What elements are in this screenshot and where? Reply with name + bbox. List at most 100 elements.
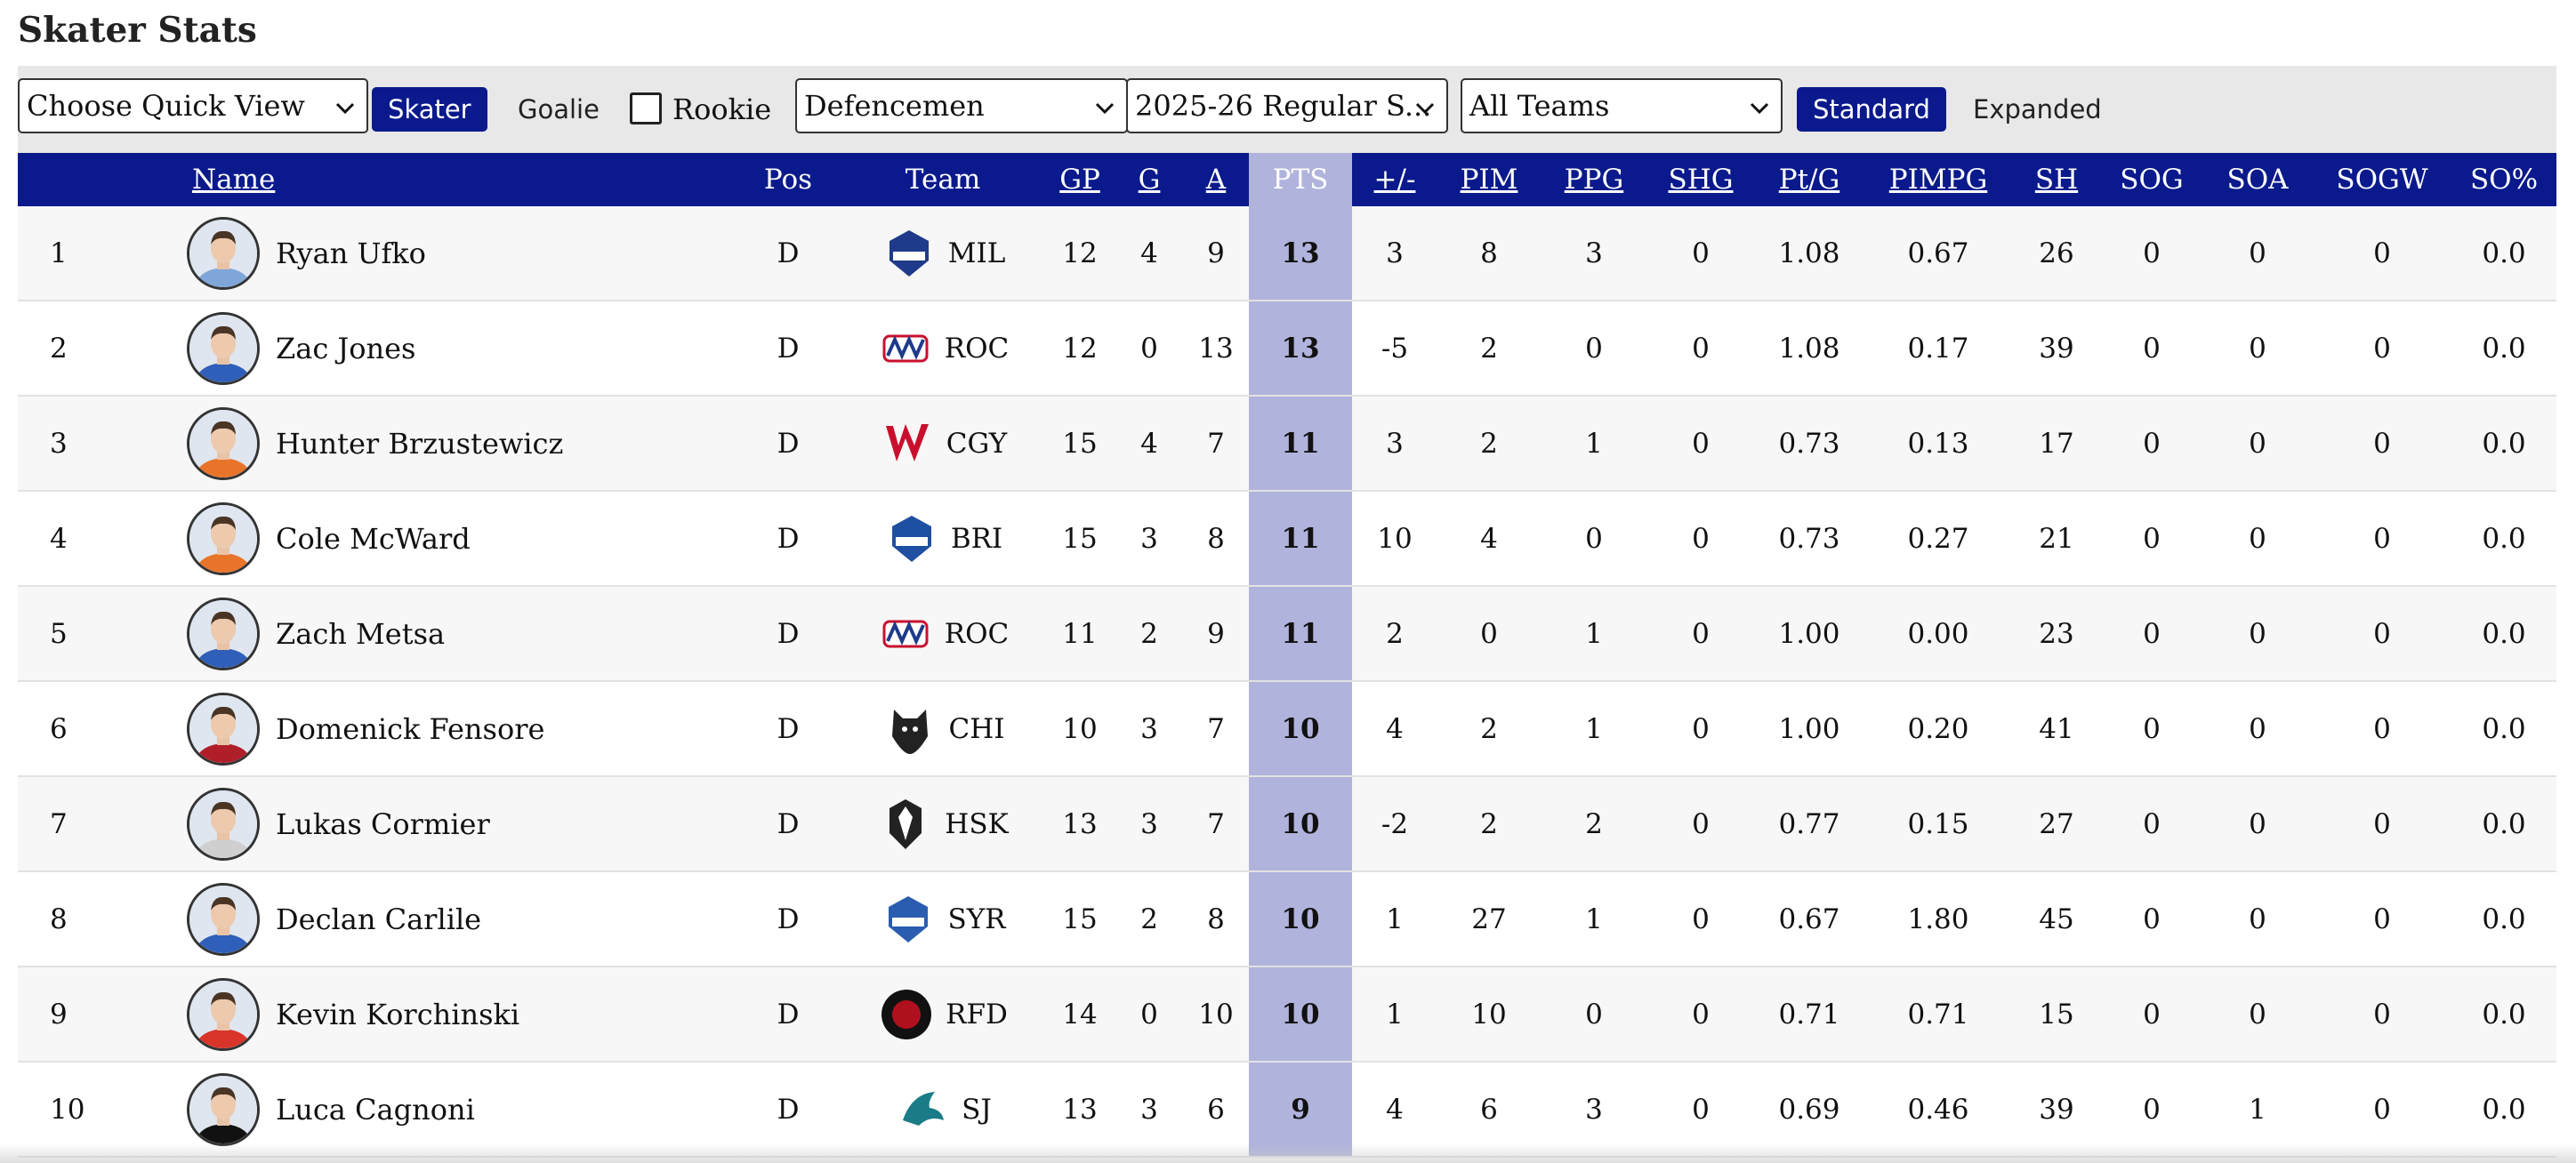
sog-cell: 0 xyxy=(2101,301,2202,397)
so-pct-cell: 0.0 xyxy=(2451,966,2556,1063)
team-cell: BRI xyxy=(841,491,1044,587)
name-cell[interactable]: Lukas Cormier xyxy=(187,776,735,872)
table-row: 2 Zac Jones D ROC 12 0 13 13 -5 2 0 0 1.08 0.17 39 0 0 0 0… xyxy=(18,301,2556,397)
gp-cell: 11 xyxy=(1044,586,1115,682)
team-cell: SJ xyxy=(841,1062,1044,1158)
position-select[interactable]: Defencemen xyxy=(795,78,1128,133)
name-cell[interactable]: Zac Jones xyxy=(187,301,735,397)
shg-cell: 0 xyxy=(1647,1062,1754,1158)
teams-select[interactable]: All Teams xyxy=(1461,78,1783,133)
soa-cell: 0 xyxy=(2202,491,2313,587)
col-pimpg-header[interactable]: PIMPG xyxy=(1864,153,2012,206)
player-name-link[interactable]: Zac Jones xyxy=(276,331,416,365)
name-cell[interactable]: Ryan Ufko xyxy=(187,206,735,301)
standard-view-button[interactable]: Standard xyxy=(1797,87,1946,132)
col-ptg-header[interactable]: Pt/G xyxy=(1754,153,1864,206)
name-cell[interactable]: Luca Cagnoni xyxy=(187,1062,735,1158)
assists-cell: 7 xyxy=(1183,681,1249,777)
so-pct-cell: 0.0 xyxy=(2451,206,2556,301)
name-cell[interactable]: Hunter Brzustewicz xyxy=(187,396,735,492)
table-header-row: Name Pos Team GP G A PTS +/- PIM PPG SHG… xyxy=(18,153,2556,206)
sog-cell: 0 xyxy=(2101,871,2202,967)
col-ppg-header[interactable]: PPG xyxy=(1541,153,1647,206)
ppg-cell: 2 xyxy=(1541,776,1647,872)
col-pts-header[interactable]: PTS xyxy=(1249,153,1352,206)
player-name-link[interactable]: Kevin Korchinski xyxy=(276,997,520,1031)
rank-cell: 8 xyxy=(18,871,187,967)
pim-per-game-cell: 0.00 xyxy=(1864,586,2012,682)
name-cell[interactable]: Declan Carlile xyxy=(187,871,735,967)
sogw-cell: 0 xyxy=(2313,966,2451,1063)
col-name-header[interactable]: Name xyxy=(187,153,735,206)
player-name-link[interactable]: Lukas Cormier xyxy=(276,806,490,841)
plus-minus-cell: 4 xyxy=(1352,1062,1437,1158)
team-abbr: SJ xyxy=(962,1093,992,1126)
points-per-game-cell: 1.00 xyxy=(1754,681,1864,777)
skater-toggle-button[interactable]: Skater xyxy=(372,87,487,132)
team-abbr: CHI xyxy=(948,712,1005,745)
col-gp-header[interactable]: GP xyxy=(1044,153,1115,206)
pos-cell: D xyxy=(735,776,841,872)
rank-cell: 10 xyxy=(18,1062,187,1158)
pos-cell: D xyxy=(735,871,841,967)
rookie-label: Rookie xyxy=(672,92,772,126)
col-pim-header[interactable]: PIM xyxy=(1437,153,1541,206)
col-sog-header: SOG xyxy=(2101,153,2202,206)
player-name-link[interactable]: Luca Cagnoni xyxy=(276,1092,475,1127)
goals-cell: 3 xyxy=(1115,1062,1183,1158)
goals-cell: 3 xyxy=(1115,776,1183,872)
table-row: 1 Ryan Ufko D MIL 12 4 9 13 3 8 3 0 1.08 0.67 26 0 0 0 0.0 xyxy=(18,206,2556,301)
gp-cell: 12 xyxy=(1044,206,1115,301)
name-cell[interactable]: Kevin Korchinski xyxy=(187,966,735,1063)
col-sogw-header: SOGW xyxy=(2313,153,2451,206)
player-avatar xyxy=(187,692,260,766)
pim-per-game-cell: 0.46 xyxy=(1864,1062,2012,1158)
team-abbr: BRI xyxy=(950,522,1003,555)
player-avatar xyxy=(187,977,260,1051)
player-name-link[interactable]: Hunter Brzustewicz xyxy=(276,426,564,461)
rank-cell: 2 xyxy=(18,301,187,397)
pim-per-game-cell: 0.15 xyxy=(1864,776,2012,872)
expanded-view-button[interactable]: Expanded xyxy=(1973,94,2102,124)
season-select[interactable]: 2025-26 Regular S... xyxy=(1126,78,1448,133)
goalie-toggle-button[interactable]: Goalie xyxy=(518,94,600,124)
player-name-link[interactable]: Zach Metsa xyxy=(276,616,446,651)
pim-cell: 27 xyxy=(1437,871,1541,967)
shg-cell: 0 xyxy=(1647,871,1754,967)
goals-cell: 2 xyxy=(1115,586,1183,682)
team-logo-icon xyxy=(877,606,934,662)
name-cell[interactable]: Cole McWard xyxy=(187,491,735,587)
col-g-header[interactable]: G xyxy=(1115,153,1183,206)
player-name-link[interactable]: Ryan Ufko xyxy=(276,236,426,270)
shg-cell: 0 xyxy=(1647,966,1754,1063)
name-cell[interactable]: Domenick Fensore xyxy=(187,681,735,777)
shots-cell: 15 xyxy=(2012,966,2101,1063)
points-per-game-cell: 0.67 xyxy=(1754,871,1864,967)
player-avatar xyxy=(187,216,260,290)
soa-cell: 0 xyxy=(2202,301,2313,397)
col-sh-header[interactable]: SH xyxy=(2012,153,2101,206)
player-name-link[interactable]: Cole McWard xyxy=(276,521,471,556)
name-cell[interactable]: Zach Metsa xyxy=(187,586,735,682)
chevron-down-icon xyxy=(1095,102,1115,115)
table-row: 7 Lukas Cormier D HSK 13 3 7 10 -2 2 2 0 0.77 0.15 27 0… xyxy=(18,776,2556,872)
goals-cell: 0 xyxy=(1115,301,1183,397)
ppg-cell: 1 xyxy=(1541,586,1647,682)
col-a-header[interactable]: A xyxy=(1183,153,1249,206)
col-plusminus-header[interactable]: +/- xyxy=(1352,153,1437,206)
rookie-checkbox[interactable] xyxy=(630,92,662,124)
gp-cell: 15 xyxy=(1044,396,1115,492)
quick-view-select[interactable]: Choose Quick View xyxy=(18,78,368,133)
player-name-link[interactable]: Domenick Fensore xyxy=(276,711,545,746)
scroll-fade xyxy=(0,1143,2576,1163)
col-shg-header[interactable]: SHG xyxy=(1647,153,1754,206)
position-value: Defencemen xyxy=(804,89,985,123)
points-cell: 13 xyxy=(1249,301,1352,397)
so-pct-cell: 0.0 xyxy=(2451,871,2556,967)
player-name-link[interactable]: Declan Carlile xyxy=(276,902,482,936)
team-abbr: SYR xyxy=(947,902,1006,935)
points-cell: 10 xyxy=(1249,966,1352,1063)
sog-cell: 0 xyxy=(2101,776,2202,872)
plus-minus-cell: 2 xyxy=(1352,586,1437,682)
team-logo-icon xyxy=(879,415,936,472)
